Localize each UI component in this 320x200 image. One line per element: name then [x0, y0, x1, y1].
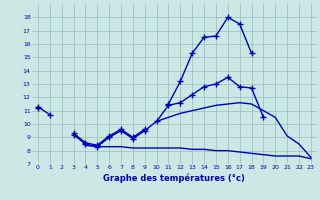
X-axis label: Graphe des températures (°c): Graphe des températures (°c) [103, 173, 245, 183]
